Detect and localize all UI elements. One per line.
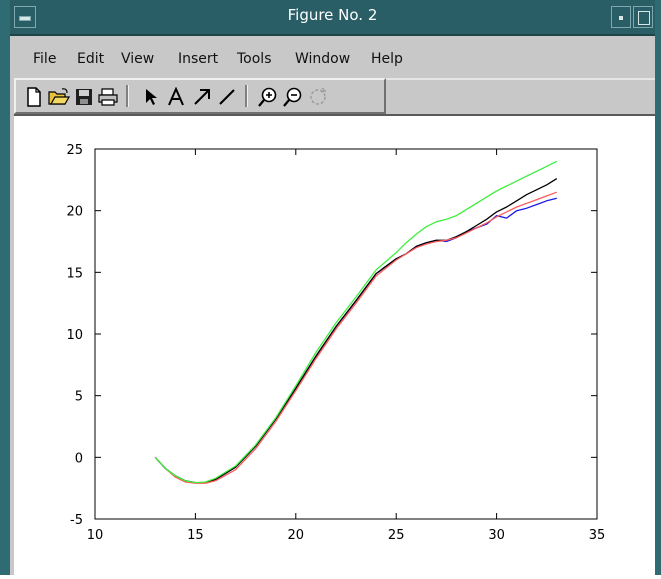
new-file-icon[interactable] [22,85,46,109]
arrow-pointer-icon[interactable] [139,85,163,109]
x-tick-label: 35 [589,528,606,543]
save-icon[interactable] [72,85,96,109]
y-tick-label: 0 [75,451,83,466]
window-inner-border [10,36,14,575]
zoom-out-icon[interactable] [281,85,305,109]
menu-edit[interactable]: Edit [77,51,105,67]
menu-tools[interactable]: Tools [237,51,272,67]
maximize-button[interactable] [633,6,653,28]
window-frame-right[interactable] [655,0,661,575]
text-tool-icon[interactable] [164,85,188,109]
line-chart[interactable]: 10 15 20 25 30 35 -5 0 5 10 15 20 25 [14,116,655,575]
figure-toolbar [14,78,386,114]
print-icon[interactable] [96,85,120,109]
open-folder-icon[interactable] [47,85,71,109]
x-tick-label: 20 [288,528,305,543]
y-tick-label: 15 [66,266,83,281]
x-tick-label: 30 [488,528,505,543]
x-tick-label: 25 [388,528,405,543]
rotate-icon[interactable] [306,85,330,109]
figure-canvas[interactable]: 10 15 20 25 30 35 -5 0 5 10 15 20 25 [14,114,655,575]
y-tick-label: 25 [66,143,83,158]
menu-file[interactable]: File [33,51,57,67]
toolbar-separator [245,85,248,107]
menu-window[interactable]: Window [295,51,351,67]
x-tick-label: 15 [187,528,204,543]
toolbar-separator [126,85,129,107]
toolbar-empty-area [386,78,655,114]
window-title: Figure No. 2 [287,6,378,24]
menu-view[interactable]: View [121,51,155,67]
minimize-button[interactable] [611,6,631,28]
series-line-3 [154,191,558,484]
line-tool-icon[interactable] [215,85,239,109]
y-tick-label: 20 [66,205,83,220]
zoom-in-icon[interactable] [256,85,280,109]
menu-insert[interactable]: Insert [178,51,219,67]
y-tick-label: 10 [66,328,83,343]
plot-axes-box [94,148,598,520]
arrow-tool-icon[interactable] [190,85,214,109]
menu-help[interactable]: Help [371,51,403,67]
x-tick-label: 10 [87,528,104,543]
series-line-4 [154,160,558,484]
menu-bar: File Edit View Insert Tools Window Help [14,45,655,75]
window-frame-left[interactable] [0,0,10,575]
title-bar[interactable]: Figure No. 2 [10,0,655,36]
window-menu-button[interactable] [14,6,36,28]
y-tick-label: -5 [70,513,83,528]
y-tick-label: 5 [75,390,83,405]
